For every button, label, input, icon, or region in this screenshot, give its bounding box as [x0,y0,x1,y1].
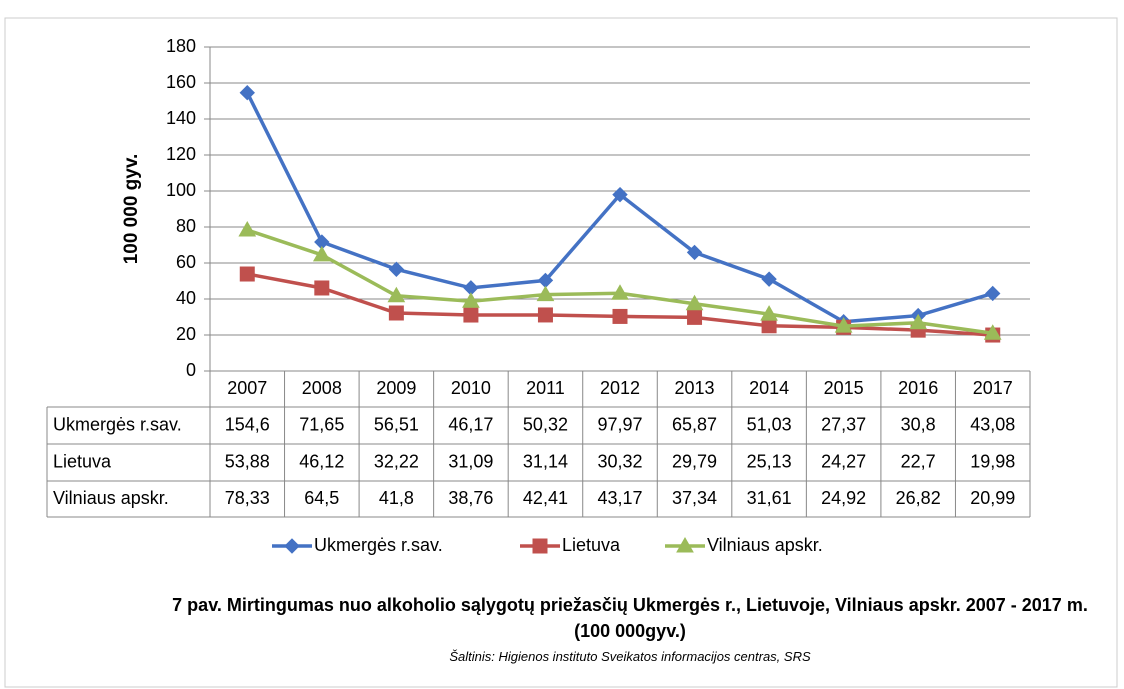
legend-marker [532,538,548,554]
marker [462,292,480,308]
table-cell: 64,5 [304,488,339,508]
y-tick-label: 140 [166,108,196,128]
marker [314,280,330,296]
y-tick-label: 180 [166,36,196,56]
table-cell: 43,17 [597,488,642,508]
x-tick-label: 2017 [973,378,1013,398]
y-tick-label: 80 [176,216,196,236]
marker [388,305,404,321]
marker [388,261,405,277]
table-cell: 31,09 [448,451,493,471]
y-tick-label: 0 [186,360,196,380]
x-tick-label: 2015 [824,378,864,398]
table-cell: 46,17 [448,414,493,434]
marker [612,186,628,203]
marker [463,307,479,323]
marker [687,309,703,325]
table-cell: 30,8 [901,414,936,434]
table-cell: 32,22 [374,451,419,471]
table-cell: 53,88 [225,451,270,471]
x-tick-label: 2010 [451,378,491,398]
y-tick-label: 40 [176,288,196,308]
marker [312,245,331,262]
x-tick-label: 2013 [675,378,715,398]
x-tick-label: 2016 [898,378,938,398]
table-cell: 154,6 [225,414,270,434]
table-cell: 24,92 [821,488,866,508]
legend-label: Vilniaus apskr. [707,535,823,555]
chart-border [4,17,1118,688]
marker [686,244,703,261]
table-cell: 25,13 [747,451,792,471]
table-cell: 42,41 [523,488,568,508]
marker [685,294,704,311]
table-cell: 31,14 [523,451,568,471]
table-cell: 43,08 [970,414,1015,434]
source: Šaltinis: Higienos instituto Sveikatos i… [449,649,811,664]
legend-marker [676,536,694,553]
x-tick-label: 2014 [749,378,789,398]
marker [611,284,629,300]
marker [909,313,928,330]
table-cell: 65,87 [672,414,717,434]
legend-label: Ukmergės r.sav. [314,535,443,555]
y-tick-label: 120 [166,144,196,164]
table-cell: 27,37 [821,414,866,434]
table-cell: 41,8 [379,488,414,508]
table-cell: 51,03 [747,414,792,434]
table-cell: 78,33 [225,488,270,508]
table-cell: 20,99 [970,488,1015,508]
y-tick-label: 60 [176,252,196,272]
marker [612,308,628,324]
marker [239,266,255,282]
y-tick-label: 20 [176,324,196,344]
legend-label: Lietuva [562,535,621,555]
marker [985,285,1001,302]
table-cell: 26,82 [896,488,941,508]
table-cell: 38,76 [448,488,493,508]
table-cell: 71,65 [299,414,344,434]
x-tick-label: 2011 [526,378,565,398]
table-cell: 97,97 [597,414,642,434]
table-cell: 31,61 [747,488,792,508]
row-label: Vilniaus apskr. [53,488,169,508]
row-label: Lietuva [53,451,112,471]
marker [387,286,406,303]
marker [238,220,257,237]
row-label: Ukmergės r.sav. [53,414,182,434]
marker [761,271,777,287]
y-tick-label: 160 [166,72,196,92]
caption: 7 pav. Mirtingumas nuo alkoholio sąlygot… [172,595,1088,641]
y-tick-label: 100 [166,180,196,200]
table-cell: 46,12 [299,451,344,471]
table-cell: 37,34 [672,488,717,508]
table-cell: 24,27 [821,451,866,471]
x-tick-label: 2007 [227,378,267,398]
x-tick-label: 2009 [376,378,416,398]
marker [834,317,853,333]
legend-marker [284,538,300,554]
x-tick-label: 2012 [600,378,640,398]
table-cell: 22,7 [901,451,936,471]
x-tick-label: 2008 [302,378,342,398]
table-cell: 19,98 [970,451,1015,471]
table-cell: 50,32 [523,414,568,434]
table-cell: 56,51 [374,414,419,434]
table-cell: 30,32 [597,451,642,471]
marker [983,324,1002,340]
table-cell: 29,79 [672,451,717,471]
marker [239,85,255,101]
marker [760,305,778,321]
marker [761,318,777,334]
marker [536,285,555,302]
y-axis-title: 100 000 gyv. [121,154,142,265]
marker [537,307,553,323]
